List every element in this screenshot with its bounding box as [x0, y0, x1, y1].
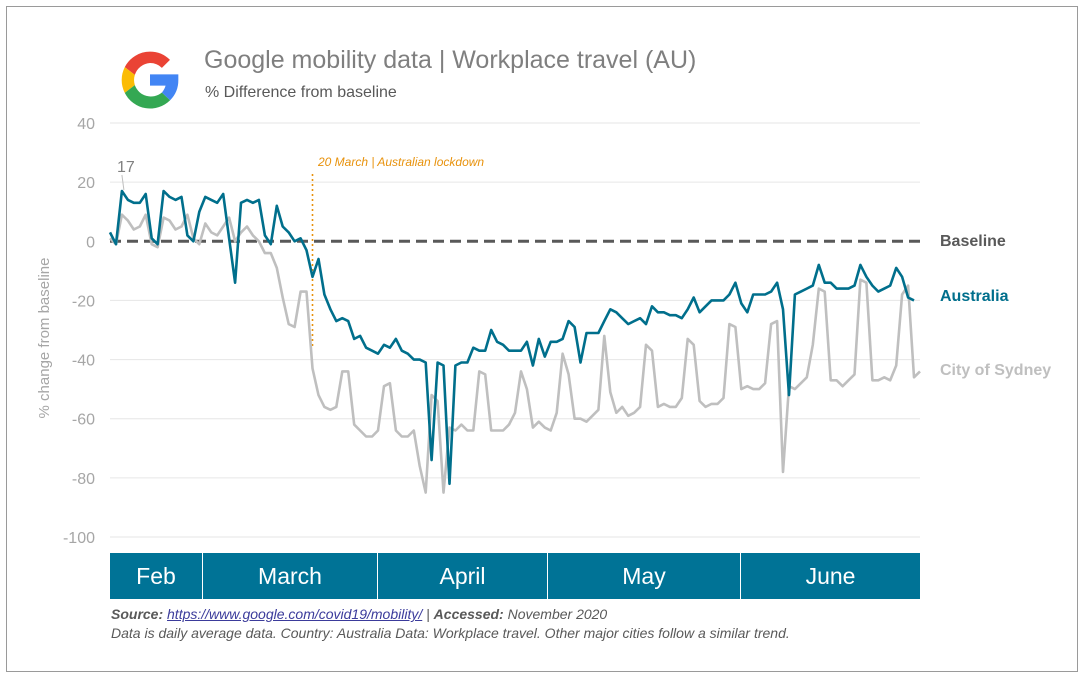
source-link[interactable]: https://www.google.com/covid19/mobility/ [167, 606, 423, 622]
legend-label-city-of-sydney: City of Sydney [940, 362, 1051, 379]
y-tick-label: -40 [72, 353, 95, 370]
series-labels: Baseline Australia City of Sydney [940, 233, 1051, 379]
y-tick-label: 40 [77, 116, 95, 133]
y-axis-label: % change from baseline [36, 258, 53, 419]
y-tick-label: 0 [86, 234, 95, 251]
accessed-value: November 2020 [507, 606, 608, 622]
lockdown-label: 20 March | Australian lockdown [317, 155, 484, 169]
month-axis: Feb March April May June [110, 553, 920, 599]
y-tick-label: 20 [77, 175, 95, 192]
month-label-march: March [202, 553, 377, 599]
y-tick-label: -20 [72, 293, 95, 310]
legend-label-australia: Australia [940, 288, 1009, 305]
y-axis-ticks: 40 20 0 -20 -40 -60 -80 -100 [63, 116, 95, 547]
month-label-april: April [377, 553, 547, 599]
source-separator: | [426, 606, 430, 622]
peak-value-label: 17 [117, 159, 135, 176]
accessed-label: Accessed: [433, 606, 504, 622]
y-tick-label: -80 [72, 471, 95, 488]
gridlines [110, 122, 920, 538]
chart-subtitle: % Difference from baseline [205, 84, 397, 101]
google-logo-icon [121, 51, 179, 109]
lockdown-marker: 20 March | Australian lockdown [311, 155, 484, 348]
y-tick-label: -60 [72, 412, 95, 429]
source-label: Source: [111, 606, 164, 622]
footnote: Data is daily average data. Country: Aus… [111, 625, 790, 641]
month-label-may: May [547, 553, 740, 599]
series-lines: 17 [108, 159, 921, 494]
y-tick-label: -100 [63, 530, 95, 547]
series-line-city-of-sydney [109, 213, 921, 494]
legend-label-baseline: Baseline [940, 233, 1006, 250]
month-label-feb: Feb [136, 563, 176, 589]
series-line-australia [108, 189, 915, 486]
peak-leader-line [121, 174, 125, 191]
chart-title: Google mobility data | Workplace travel … [204, 46, 697, 74]
chart-frame [6, 6, 1078, 672]
source-line: Source: https://www.google.com/covid19/m… [111, 606, 607, 622]
month-label-june: June [740, 553, 920, 599]
